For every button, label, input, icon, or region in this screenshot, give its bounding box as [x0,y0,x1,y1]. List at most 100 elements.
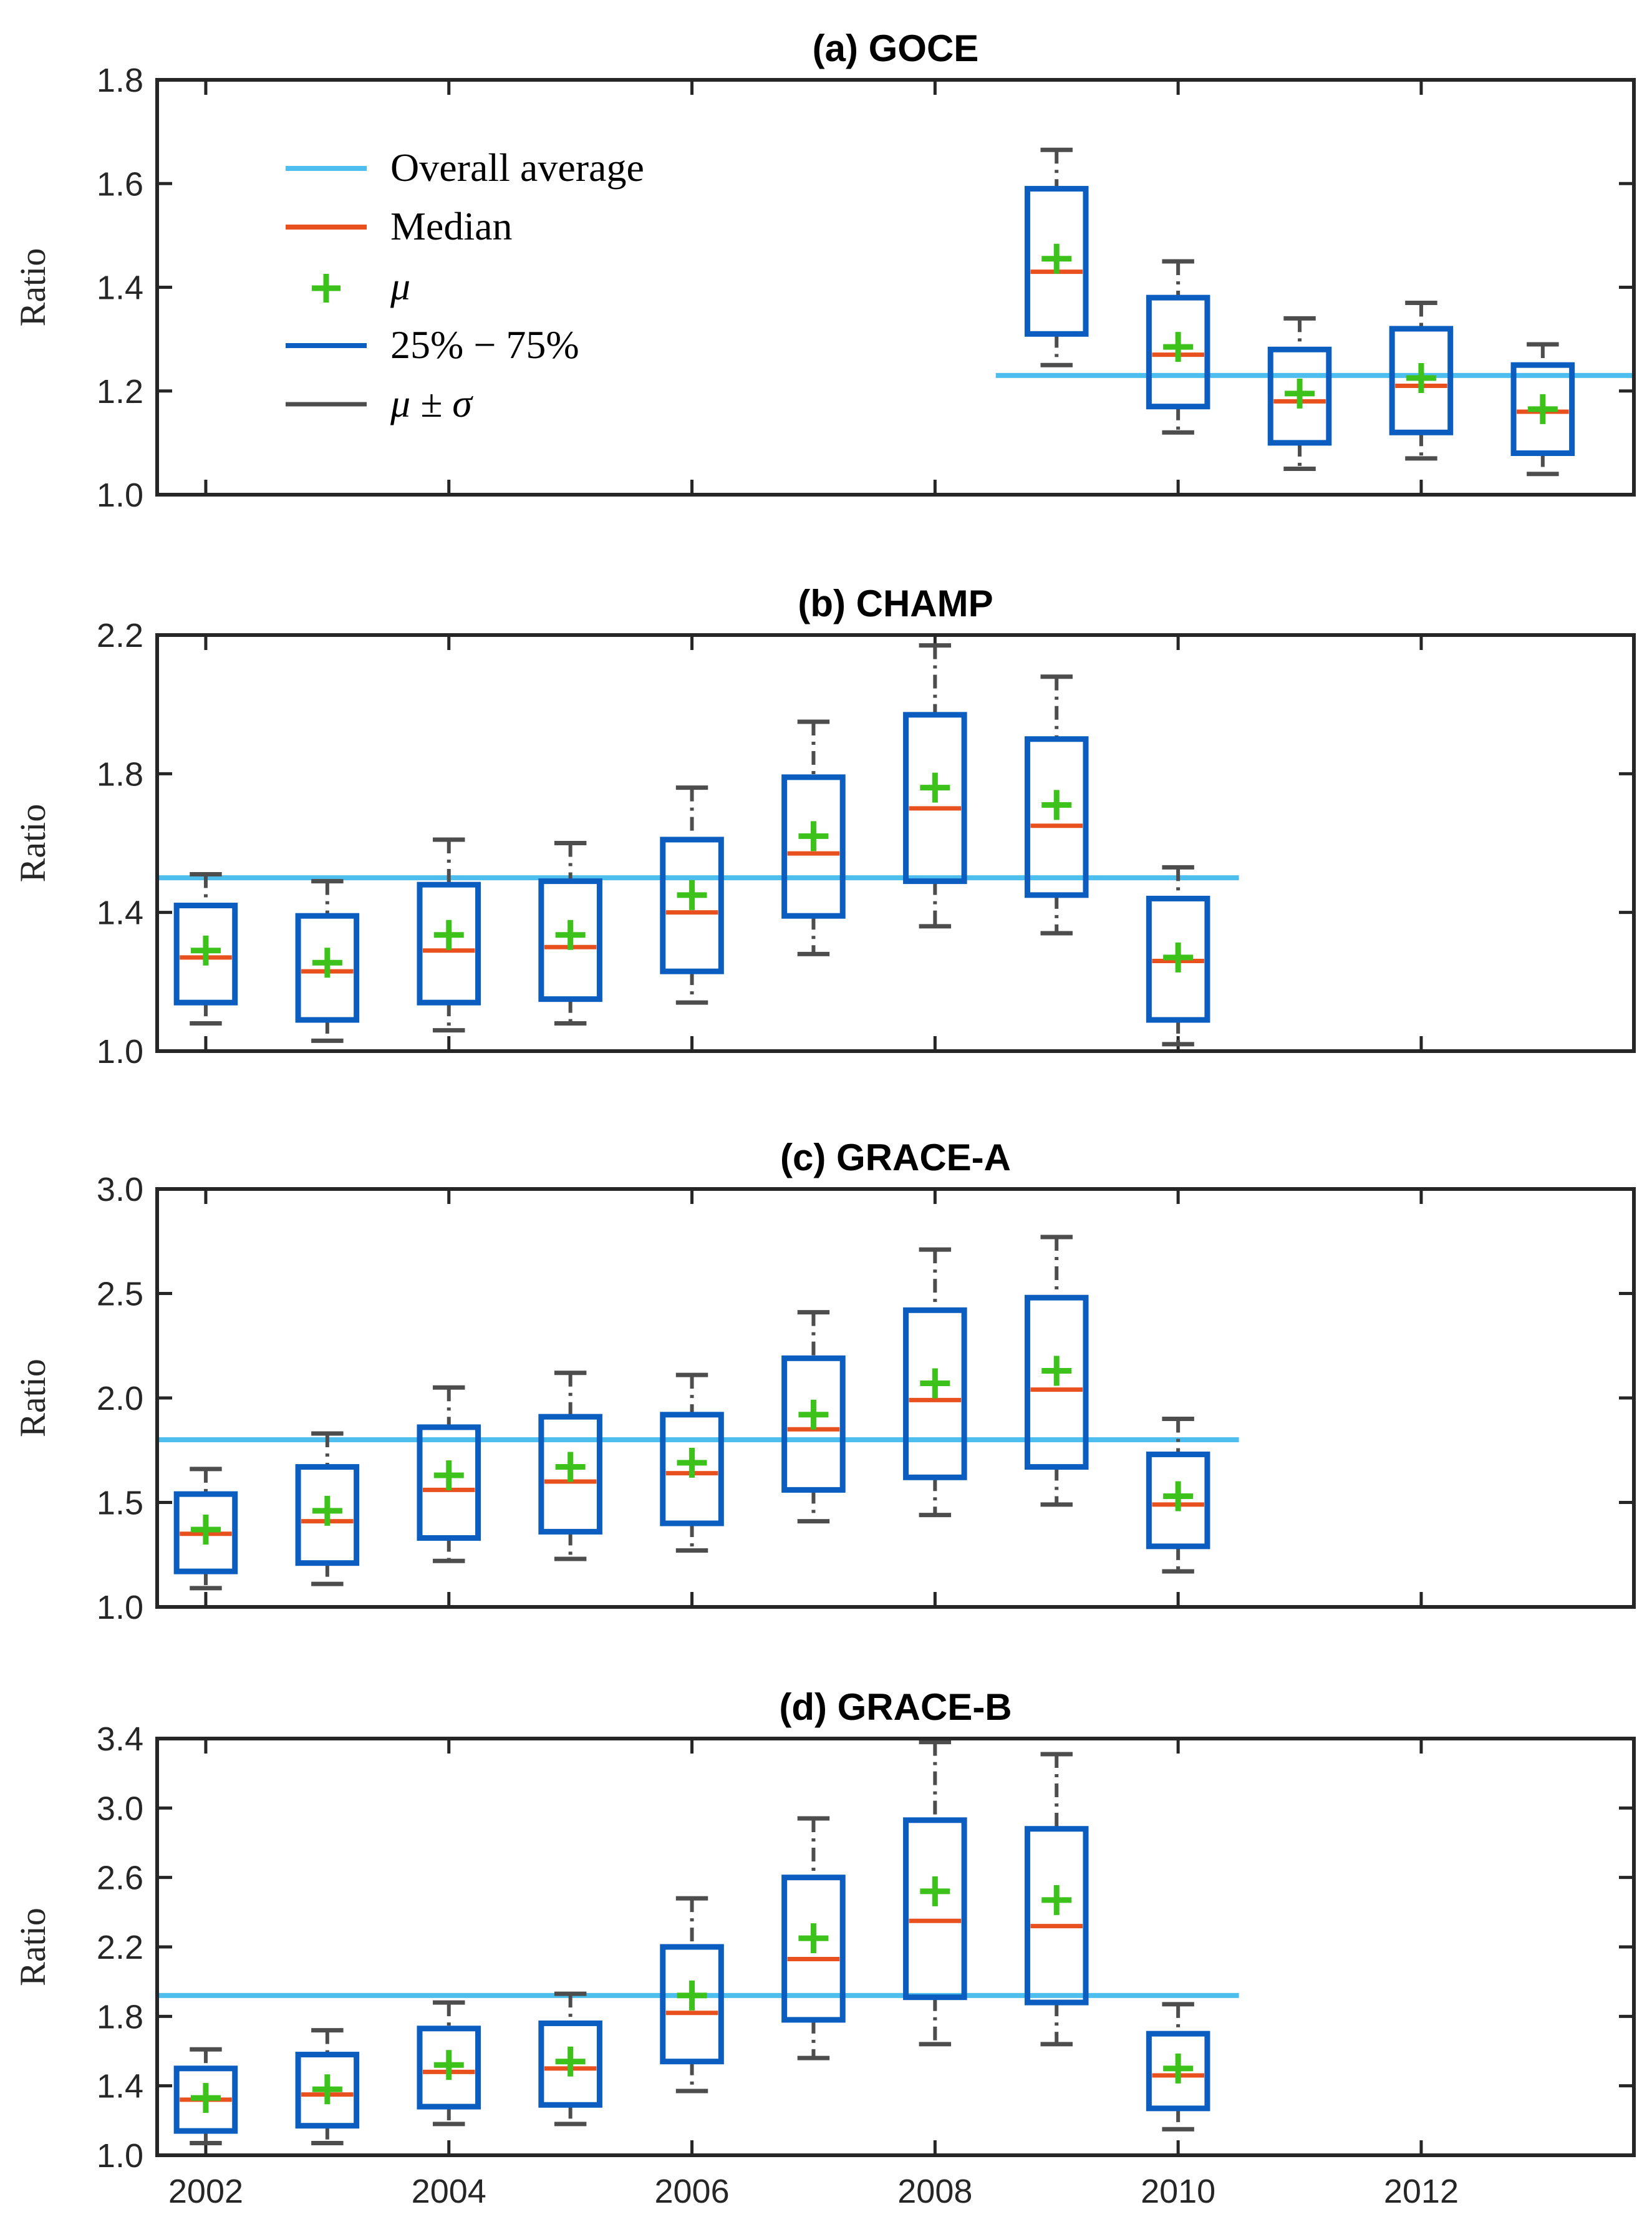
box-2004 [417,1385,481,1563]
y-tick-label: 1.0 [97,477,143,514]
box-2003 [295,1431,360,1586]
box-2007 [781,1310,846,1524]
box-2010 [1146,2002,1210,2132]
box-2003 [295,2028,360,2146]
y-tick-label: 2.5 [97,1276,143,1313]
box-2010 [1146,1417,1210,1574]
y-tick-label: 1.4 [97,895,143,932]
iqr-box [1389,326,1454,435]
iqr-box [417,881,481,1006]
box-2006 [660,1896,724,2094]
box-2013 [1510,342,1575,477]
y-tick-label: 3.0 [97,1790,143,1827]
x-tick-label: 2004 [412,2173,486,2210]
iqr-box [660,1412,724,1526]
iqr-box [295,1464,360,1566]
box-2008 [903,1247,967,1518]
iqr-box [295,2052,360,2129]
legend-label-average: Overall average [390,145,644,190]
legend-label-box: 25% − 75% [390,323,579,367]
iqr-box [538,878,602,1002]
iqr-box [903,1307,967,1480]
y-axis-label: Ratio [12,804,53,883]
x-tick-label: 2012 [1384,2173,1459,2210]
x-tick-label: 2010 [1141,2173,1215,2210]
axes-frame [155,633,1636,1053]
iqr-box [781,774,846,919]
legend-label-mean: μ [390,264,410,308]
x-tick-label: 2008 [897,2173,972,2210]
legend-label-median: Median [390,204,513,248]
iqr-box [295,913,360,1023]
box-2004 [417,2000,481,2127]
iqr-box [1146,895,1210,1023]
panel-grace-a: (c) GRACE-A Ratio 1.0 1.5 2.0 2.5 3.0 [12,1137,1636,1626]
box-2005 [538,841,602,1026]
y-tick-label: 1.4 [97,2068,143,2105]
y-axis-label: Ratio [12,248,53,327]
iqr-box [1146,1451,1210,1550]
box-2010 [1146,259,1210,435]
iqr-box [660,1944,724,2065]
box-2005 [538,1991,602,2127]
iqr-box [417,2026,481,2110]
panel-grace-b: (d) GRACE-B Ratio 1.0 1.4 1.8 2.2 2.6 3.0 3.4 200… [12,1686,1636,2210]
legend-symbol-mean [312,274,341,303]
iqr-box [1024,1294,1089,1470]
box-2004 [417,837,481,1033]
y-tick-label: 2.2 [97,1929,143,1966]
legend: Overall average Median μ 25% − 75% μ ± σ [286,145,644,425]
box-2006 [660,785,724,1005]
iqr-box [1146,2030,1210,2112]
iqr-box [660,837,724,974]
box-2002 [173,1467,238,1591]
panel-title: (c) GRACE-A [780,1137,1011,1178]
y-tick-label: 1.2 [97,373,143,410]
box-2005 [538,1371,602,1561]
box-2012 [1389,300,1454,461]
iqr-box [903,712,967,885]
iqr-box [1024,736,1089,898]
iqr-box [538,1414,602,1535]
x-tick-label: 2006 [654,2173,729,2210]
iqr-box [173,2065,238,2134]
iqr-box [781,1355,846,1493]
iqr-box [781,1875,846,2023]
box-2009 [1024,1752,1089,2047]
box-2009 [1024,674,1089,936]
y-tick-label: 3.4 [97,1720,143,1758]
y-tick-label: 1.6 [97,165,143,203]
box-2009 [1024,1235,1089,1507]
box-2009 [1024,147,1089,367]
axes-frame [155,1187,1636,1609]
box-2007 [781,719,846,956]
box-2003 [295,879,360,1043]
panel-champ: (b) CHAMP Ratio 1.0 1.4 1.8 2.2 [12,583,1636,1070]
y-tick-label: 3.0 [97,1171,143,1208]
y-tick-label: 1.4 [97,269,143,307]
iqr-box [173,1491,238,1574]
y-tick-label: 1.8 [97,755,143,793]
y-tick-label: 2.0 [97,1380,143,1417]
iqr-box [538,2020,602,2108]
panel-title: (a) GOCE [813,27,979,69]
box-2007 [781,1816,846,2060]
y-tick-label: 1.8 [97,62,143,99]
x-tick-label: 2002 [168,2173,243,2210]
panel-title: (b) CHAMP [798,583,993,624]
y-axis-label: Ratio [12,1359,53,1437]
iqr-box [1024,186,1089,337]
iqr-box [1146,294,1210,410]
axes-frame [155,78,1636,497]
box-2008 [903,643,967,929]
box-2008 [903,1740,967,2047]
y-axis-label: Ratio [12,1908,53,1986]
iqr-box [173,903,238,1006]
y-tick-label: 2.6 [97,1860,143,1897]
y-tick-label: 2.2 [97,617,143,654]
iqr-box [417,1424,481,1541]
iqr-box [1024,1826,1089,2006]
box-2010 [1146,865,1210,1047]
y-tick-label: 1.0 [97,1033,143,1070]
